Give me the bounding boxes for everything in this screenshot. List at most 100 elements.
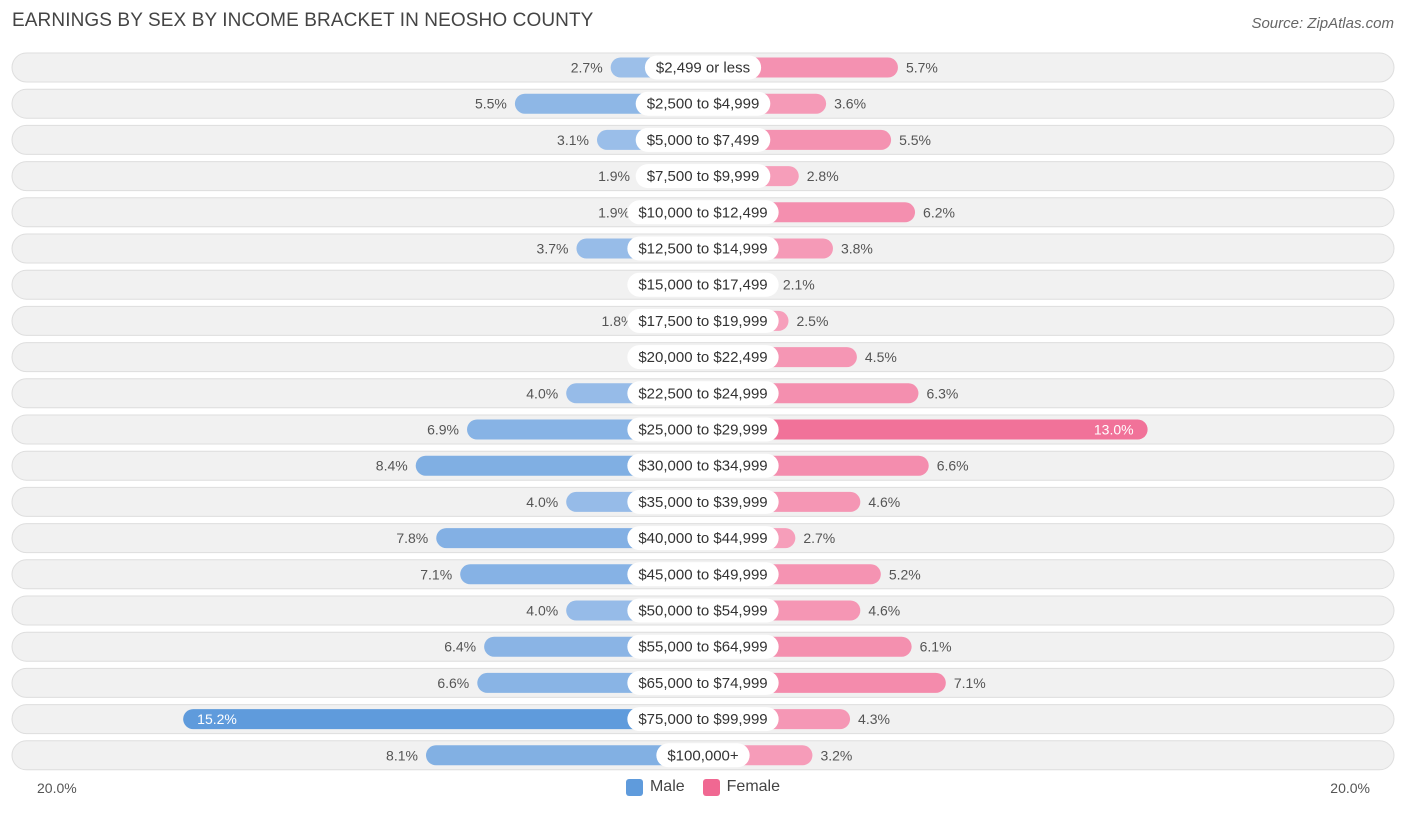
value-label-female: 5.2%: [889, 566, 921, 582]
legend: Male Female: [0, 778, 1406, 796]
category-pill: $25,000 to $29,999: [627, 417, 779, 442]
category-pill: $40,000 to $44,999: [627, 526, 779, 551]
value-label-female: 7.1%: [954, 675, 986, 691]
value-label-male: 7.8%: [396, 530, 428, 546]
value-label-male: 4.0%: [526, 385, 558, 401]
category-pill-bg: [644, 55, 762, 80]
value-label-female: 4.5%: [865, 349, 897, 365]
category-pill: $12,500 to $14,999: [627, 236, 779, 261]
category-label: $5,000 to $7,499: [647, 132, 760, 149]
category-pill: $75,000 to $99,999: [627, 707, 779, 732]
category-label: $45,000 to $49,999: [638, 566, 767, 583]
category-label: $40,000 to $44,999: [638, 530, 767, 547]
bar-male[interactable]: [183, 709, 703, 730]
category-pill-bg: [635, 91, 771, 116]
value-label-male: 1.9%: [598, 168, 630, 184]
category-label: $100,000+: [667, 747, 739, 764]
category-label: $55,000 to $64,999: [638, 639, 767, 656]
value-label-female: 5.7%: [906, 60, 938, 76]
value-label-female: 2.1%: [783, 277, 815, 293]
value-label-male: 6.9%: [427, 422, 459, 438]
category-pill-bg: [656, 743, 750, 768]
value-label-male: 4.0%: [526, 494, 558, 510]
category-pill: $45,000 to $49,999: [627, 562, 779, 587]
legend-item-male[interactable]: Male: [625, 778, 685, 796]
value-label-female: 6.2%: [923, 204, 955, 220]
value-label-male: 15.2%: [197, 711, 237, 727]
category-label: $10,000 to $12,499: [638, 204, 767, 221]
category-pill-bg: [627, 489, 779, 514]
category-pill: $5,000 to $7,499: [635, 127, 771, 152]
category-pill: $2,499 or less: [644, 55, 762, 80]
category-pill-bg: [627, 272, 779, 297]
category-label: $50,000 to $54,999: [638, 603, 767, 620]
value-label-male: 7.1%: [420, 566, 452, 582]
category-pill: $17,500 to $19,999: [627, 308, 779, 333]
category-label: $22,500 to $24,999: [638, 385, 767, 402]
category-pill-bg: [627, 345, 779, 370]
value-label-female: 3.2%: [820, 747, 852, 763]
category-pill: $15,000 to $17,499: [627, 272, 779, 297]
value-label-male: 8.1%: [386, 747, 418, 763]
category-pill: $65,000 to $74,999: [627, 670, 779, 695]
category-pill-bg: [627, 526, 779, 551]
category-label: $75,000 to $99,999: [638, 711, 767, 728]
value-label-male: 4.0%: [526, 603, 558, 619]
category-pill: $35,000 to $39,999: [627, 489, 779, 514]
value-label-female: 6.6%: [937, 458, 969, 474]
chart-title: EARNINGS BY SEX BY INCOME BRACKET IN NEO…: [12, 10, 594, 31]
category-pill-bg: [627, 381, 779, 406]
category-label: $17,500 to $19,999: [638, 313, 767, 330]
value-label-female: 2.5%: [797, 313, 829, 329]
category-label: $15,000 to $17,499: [638, 277, 767, 294]
value-label-female: 3.8%: [841, 241, 873, 257]
category-label: $20,000 to $22,499: [638, 349, 767, 366]
category-pill: $20,000 to $22,499: [627, 345, 779, 370]
value-label-female: 4.3%: [858, 711, 890, 727]
value-label-female: 2.8%: [807, 168, 839, 184]
category-label: $2,499 or less: [656, 60, 750, 77]
value-label-male: 6.6%: [437, 675, 469, 691]
value-label-male: 6.4%: [444, 639, 476, 655]
legend-swatch-male: [625, 778, 643, 796]
value-label-female: 2.7%: [803, 530, 835, 546]
category-label: $7,500 to $9,999: [647, 168, 760, 185]
category-label: $2,500 to $4,999: [647, 96, 760, 113]
axis-left-label: 20.0%: [37, 780, 77, 796]
category-pill-bg: [635, 164, 771, 189]
value-label-male: 2.7%: [571, 60, 603, 76]
value-label-female: 6.3%: [926, 385, 958, 401]
category-pill-bg: [627, 670, 779, 695]
legend-label-female: Female: [726, 778, 781, 795]
category-label: $65,000 to $74,999: [638, 675, 767, 692]
category-pill: $55,000 to $64,999: [627, 634, 779, 659]
axis-right-label: 20.0%: [1330, 780, 1370, 796]
category-pill: $30,000 to $34,999: [627, 453, 779, 478]
category-pill-bg: [627, 236, 779, 261]
category-pill: $7,500 to $9,999: [635, 164, 771, 189]
category-label: $35,000 to $39,999: [638, 494, 767, 511]
bar-male[interactable]: [425, 745, 703, 766]
source-credit: Source: ZipAtlas.com: [1251, 15, 1394, 32]
value-label-female: 3.6%: [834, 96, 866, 112]
category-label: $30,000 to $34,999: [638, 458, 767, 475]
value-label-female: 5.5%: [899, 132, 931, 148]
category-pill-bg: [635, 127, 771, 152]
value-label-female: 6.1%: [920, 639, 952, 655]
category-label: $12,500 to $14,999: [638, 241, 767, 258]
bar-female[interactable]: [703, 419, 1148, 440]
category-pill: $50,000 to $54,999: [627, 598, 779, 623]
category-pill-bg: [627, 598, 779, 623]
value-label-female: 4.6%: [868, 603, 900, 619]
legend-swatch-female: [702, 778, 720, 796]
category-pill-bg: [627, 417, 779, 442]
value-label-male: 8.4%: [376, 458, 408, 474]
value-label-male: 1.8%: [602, 313, 634, 329]
category-pill: $100,000+: [656, 743, 750, 768]
value-label-male: 5.5%: [475, 96, 507, 112]
legend-item-female[interactable]: Female: [702, 778, 781, 796]
value-label-male: 3.1%: [557, 132, 589, 148]
value-label-male: 3.7%: [537, 241, 569, 257]
category-pill: $2,500 to $4,999: [635, 91, 771, 116]
category-pill-bg: [627, 562, 779, 587]
